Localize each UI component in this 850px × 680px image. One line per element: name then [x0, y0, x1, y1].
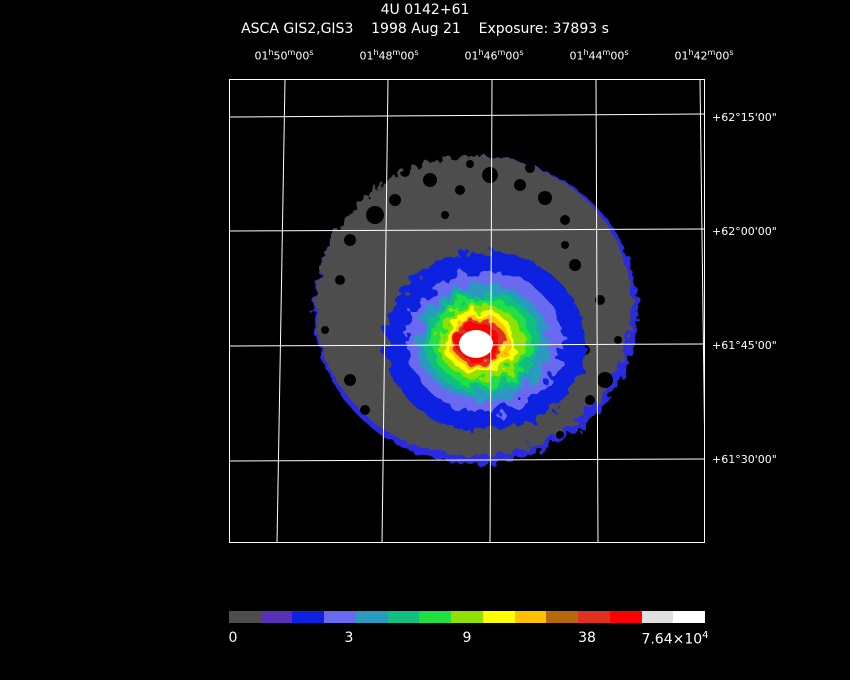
colorbar-label-max: 7.64×104 [641, 630, 709, 648]
dec-label: +61°45'00" [712, 339, 777, 352]
colorbar-segment [578, 611, 610, 623]
colorbar-segment [673, 611, 706, 623]
colorbar-segment [451, 611, 483, 623]
colorbar-segment [324, 611, 356, 623]
colorbar-segment [546, 611, 579, 623]
ra-label: 01h42m00s [674, 48, 734, 63]
image-subtitle: ASCA GIS2,GIS3 1998 Aug 21 Exposure: 378… [241, 21, 609, 37]
colorbar-segment [387, 611, 420, 623]
colorbar-segment [514, 611, 547, 623]
dec-label: +61°30'00" [712, 453, 777, 466]
xray-intensity-map [230, 80, 704, 542]
colorbar [229, 611, 706, 623]
colorbar-segment [482, 611, 515, 623]
colorbar-segment [260, 611, 293, 623]
source-core [459, 330, 493, 358]
ra-label: 01h50m00s [254, 48, 314, 63]
colorbar-label: 3 [344, 630, 354, 646]
colorbar-label: 38 [578, 630, 596, 646]
colorbar-segment [229, 611, 261, 623]
colorbar-label: 9 [462, 630, 472, 646]
colorbar-segment [641, 611, 674, 623]
colorbar-segment [355, 611, 388, 623]
dec-label: +62°15'00" [712, 111, 777, 124]
coordinate-grid [230, 80, 704, 542]
ra-label: 01h48m00s [359, 48, 419, 63]
dec-label: +62°00'00" [712, 225, 777, 238]
colorbar-segment [609, 611, 642, 623]
colorbar-segment [292, 611, 325, 623]
image-title: 4U 0142+61 [380, 2, 470, 18]
ra-label: 01h44m00s [569, 48, 629, 63]
colorbar-label: 0 [228, 630, 238, 646]
ra-label: 01h46m00s [464, 48, 524, 63]
colorbar-segment [419, 611, 452, 623]
xray-image-frame [229, 79, 705, 543]
